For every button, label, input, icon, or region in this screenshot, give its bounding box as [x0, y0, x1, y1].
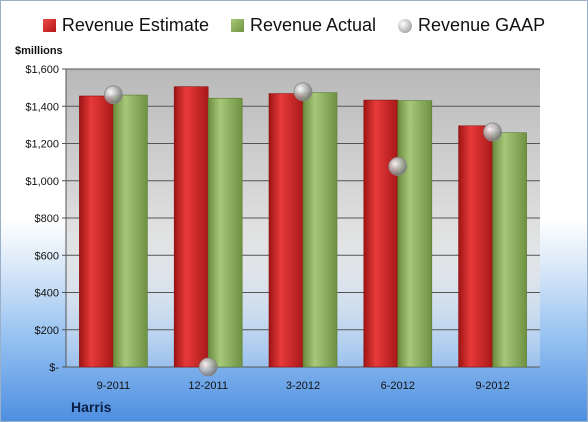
legend-label-actual: Revenue Actual [249, 15, 377, 35]
point-revenue-gaap [388, 157, 408, 176]
x-tick-label: 12-2011 [188, 380, 228, 392]
bar-revenue-actual [207, 97, 243, 368]
legend-item-estimate: Revenue Estimate [42, 15, 209, 36]
point-revenue-gaap [293, 82, 313, 102]
legend-item-gaap: Revenue GAAP [398, 15, 545, 36]
bar-revenue-estimate [363, 99, 399, 368]
legend-swatch-actual [230, 19, 244, 32]
x-tick-label: 3-2012 [286, 380, 320, 392]
bar-revenue-estimate [458, 125, 493, 368]
bar-revenue-estimate [268, 93, 304, 368]
point-revenue-gaap [483, 122, 503, 142]
x-tick-label: 9-2011 [97, 380, 130, 392]
point-revenue-gaap [198, 357, 218, 377]
y-tick-label: $1,000 [25, 176, 59, 188]
x-tick-label: 9-2012 [475, 380, 509, 392]
point-revenue-gaap [104, 85, 123, 105]
y-tick-label: $800 [35, 213, 59, 225]
y-tick-label: $1,200 [25, 139, 59, 151]
chart-legend: Revenue Estimate Revenue Actual Revenue … [1, 15, 587, 36]
y-axis-units-label: $millions [15, 45, 63, 57]
legend-label-estimate: Revenue Estimate [61, 15, 209, 35]
bar-revenue-estimate [79, 95, 114, 368]
y-tick-label: $200 [35, 325, 59, 337]
legend-label-gaap: Revenue GAAP [418, 15, 546, 35]
legend-swatch-gaap [398, 18, 413, 33]
legend-item-actual: Revenue Actual [230, 15, 377, 36]
legend-swatch-estimate [42, 19, 56, 32]
bar-revenue-actual [113, 94, 148, 368]
y-tick-label: $1,400 [25, 101, 59, 113]
y-tick-label: $- [49, 362, 59, 374]
bar-revenue-actual [492, 132, 527, 368]
x-tick-label: 6-2012 [381, 380, 415, 392]
bar-revenue-actual [302, 92, 338, 368]
bar-revenue-estimate [173, 86, 209, 368]
company-name: Harris [71, 399, 112, 415]
y-tick-label: $1,600 [25, 64, 59, 76]
y-tick-label: $400 [35, 288, 59, 300]
y-tick-label: $600 [35, 250, 59, 262]
bar-revenue-actual [397, 100, 433, 368]
